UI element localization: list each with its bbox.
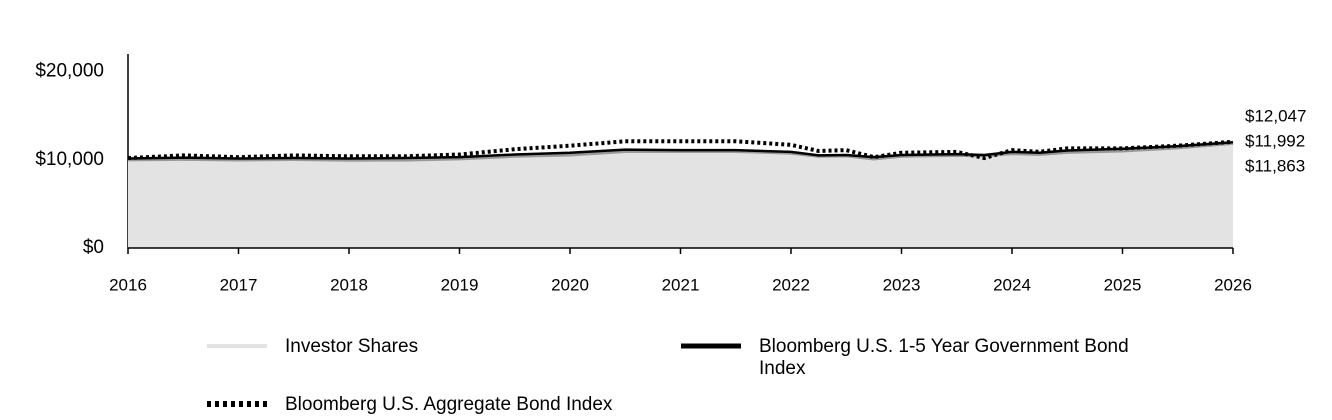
legend-item: Bloomberg U.S. Aggregate Bond Index (207, 394, 665, 416)
x-tick-label: 2023 (883, 275, 921, 294)
y-tick-label: $0 (83, 237, 104, 258)
x-tick-label: 2026 (1214, 275, 1252, 294)
x-tick-label: 2021 (662, 275, 700, 294)
legend-label: Investor Shares (285, 336, 419, 357)
x-tick-label: 2020 (551, 275, 589, 294)
y-tick-label: $20,000 (35, 61, 104, 82)
x-tick-label: 2017 (220, 275, 258, 294)
legend-item: Investor Shares (207, 336, 665, 358)
x-tick-label: 2018 (330, 275, 368, 294)
area (128, 143, 1233, 248)
line (127, 141, 1234, 160)
end-label: $11,863 (1245, 156, 1305, 175)
legend-swatch (207, 401, 267, 407)
legend-swatch (207, 344, 267, 348)
legend-label: Bloomberg U.S. 1-5 Year Government Bond … (759, 336, 1129, 379)
legend-label: Bloomberg U.S. Aggregate Bond Index (285, 394, 613, 415)
legend-swatch (681, 343, 741, 349)
x-tick-label: 2024 (993, 275, 1031, 294)
end-label: $11,992 (1245, 131, 1305, 150)
x-tick-label: 2019 (441, 275, 479, 294)
x-tick-label: 2022 (772, 275, 810, 294)
x-tick-label: 2016 (109, 275, 147, 294)
legend-item: Bloomberg U.S. 1-5 Year Government Bond … (681, 336, 1139, 380)
y-tick-label: $10,000 (35, 149, 104, 170)
chart: $0 $10,000 $20,000 2016 2017 2018 2019 2020 2021… (35, 54, 1306, 294)
area-line (127, 141, 1234, 162)
end-label: $12,047 (1245, 106, 1306, 125)
x-tick-label: 2025 (1104, 275, 1142, 294)
